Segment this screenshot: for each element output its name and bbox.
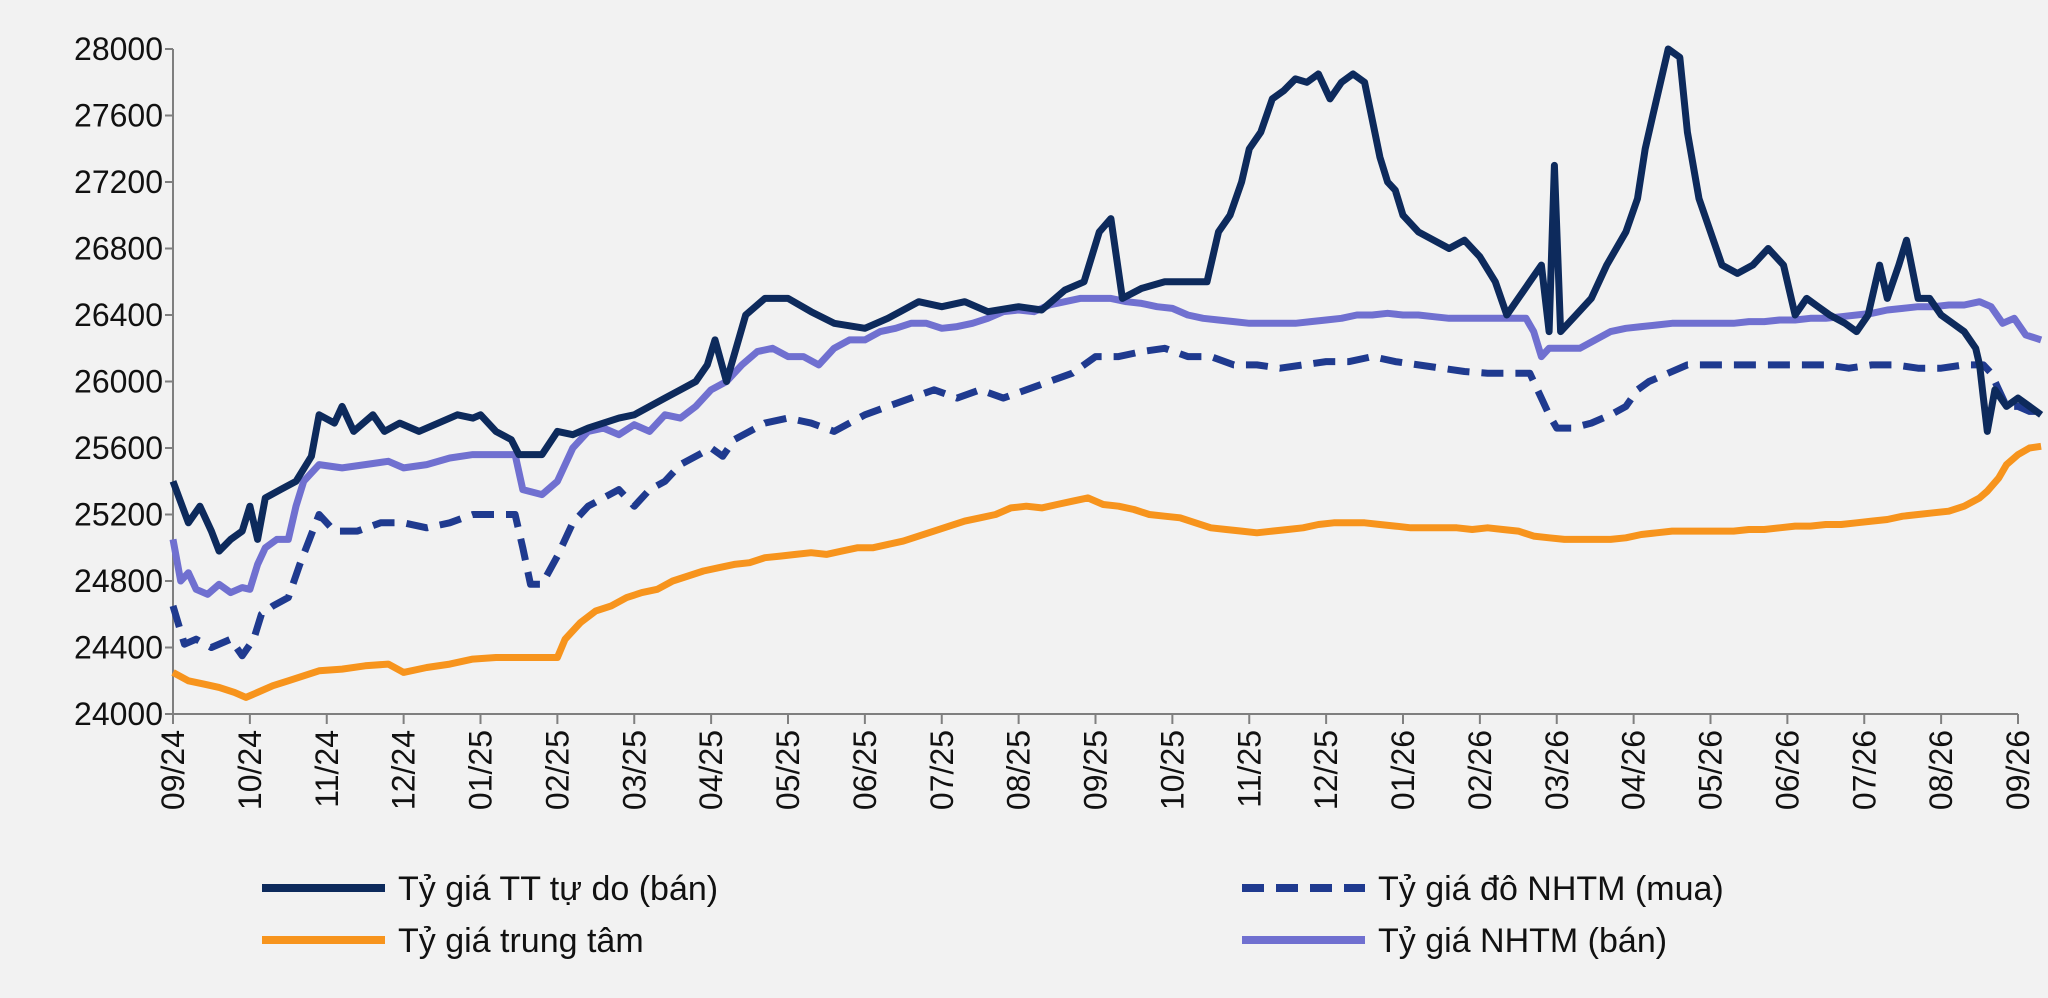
y-tick-label: 26800 (74, 231, 163, 267)
x-tick-label: 12/25 (1308, 730, 1344, 810)
x-tick-label: 11/24 (309, 730, 345, 808)
x-tick-label: 04/26 (1616, 730, 1652, 810)
axes: 24000 24400 24800 25200 25600 26000 26400 26800… (74, 31, 2036, 810)
x-tick-label: 05/25 (770, 730, 806, 810)
x-tick-label: 11/25 (1231, 730, 1267, 808)
x-tick-label: 09/25 (1078, 730, 1114, 810)
series-line-3 (169, 294, 2043, 598)
x-tick-label: 02/25 (539, 730, 575, 810)
y-tick-label: 25600 (74, 430, 163, 466)
x-tick-label: 07/26 (1846, 730, 1882, 810)
legend: Tỷ giá TT tự do (bán) Tỷ giá đô NHTM (mua… (262, 870, 1724, 960)
x-tick-label: 10/25 (1154, 730, 1190, 810)
series-line-2 (171, 442, 2042, 701)
y-tick-label: 26000 (74, 364, 163, 400)
x-tick-label: 02/26 (1462, 730, 1498, 810)
x-tick-label: 06/25 (847, 730, 883, 810)
x-tick-label: 06/26 (1769, 730, 1805, 810)
y-tick-label: 24400 (74, 630, 163, 666)
x-tick-label: 10/24 (232, 730, 268, 810)
x-tick-label: 08/25 (1001, 730, 1037, 810)
x-tick-label: 03/25 (616, 730, 652, 810)
legend-label-2: Tỷ giá trung tâm (398, 922, 644, 960)
legend-label-0: Tỷ giá TT tự do (bán) (398, 870, 718, 908)
x-tick-label: 05/26 (1693, 730, 1729, 810)
x-tick-label: 01/26 (1385, 730, 1421, 810)
y-tick-label: 27600 (74, 98, 163, 134)
y-tick-label: 27200 (74, 164, 163, 200)
x-tick-label: 04/25 (693, 730, 729, 810)
x-tick-label: 09/26 (2000, 730, 2036, 810)
x-tick-label: 09/24 (155, 730, 191, 810)
y-tick-label: 28000 (74, 31, 163, 67)
y-tick-label: 24800 (74, 563, 163, 599)
x-tick-label: 01/25 (463, 730, 499, 810)
plot-area (169, 45, 2044, 701)
series-line-1 (169, 344, 2042, 660)
x-tick-label: 03/26 (1539, 730, 1575, 810)
x-tick-label: 12/24 (386, 730, 422, 810)
x-tick-label: 08/26 (1923, 730, 1959, 810)
y-tick-label: 25200 (74, 497, 163, 533)
legend-label-1: Tỷ giá đô NHTM (mua) (1378, 870, 1724, 908)
x-tick-label: 07/25 (924, 730, 960, 810)
legend-label-3: Tỷ giá NHTM (bán) (1378, 922, 1667, 960)
y-tick-label: 26400 (74, 297, 163, 333)
y-tick-label: 24000 (74, 696, 163, 732)
series-line-0 (169, 45, 2044, 555)
